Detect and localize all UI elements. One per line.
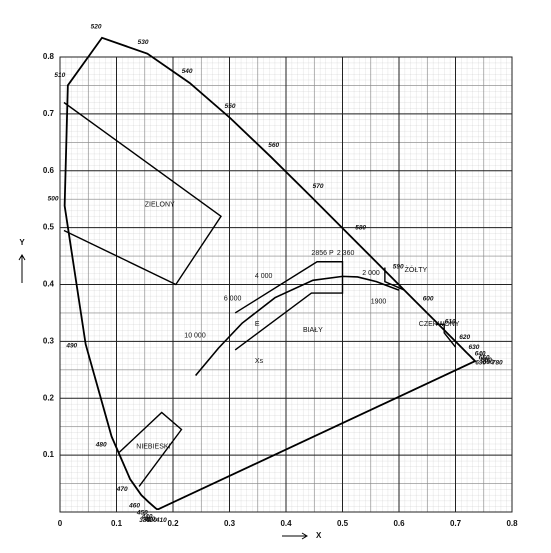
annotation: ŻÓŁTY xyxy=(405,265,428,274)
wavelength-label: 560 xyxy=(268,142,279,149)
wavelength-label: 570 xyxy=(313,183,324,190)
y-tick-label: 0.2 xyxy=(43,393,55,402)
color-region xyxy=(118,411,183,487)
wavelength-label: 510 xyxy=(54,72,65,79)
wavelength-label: 480 xyxy=(95,441,107,448)
wavelength-label: 630 xyxy=(468,344,479,351)
x-tick-label: 0.1 xyxy=(111,519,123,528)
y-tick-label: 0.1 xyxy=(43,450,55,459)
y-arrow xyxy=(18,254,26,283)
y-tick-label: 0.5 xyxy=(43,223,55,232)
wavelength-label: 550 xyxy=(225,103,236,110)
annotation: ZIELONY xyxy=(145,202,175,209)
wavelength-label: 620 xyxy=(459,334,470,341)
x-tick-label: 0.8 xyxy=(506,519,518,528)
color-region xyxy=(234,261,344,351)
wavelength-label: 690 - 780 xyxy=(475,360,503,367)
wavelength-label: 600 xyxy=(423,295,434,302)
annotation: 2856 P xyxy=(311,250,334,257)
x-tick-label: 0.2 xyxy=(167,519,179,528)
wavelength-label: 500 xyxy=(48,196,59,203)
annotation: 2 360 xyxy=(337,250,355,257)
wavelength-label: 530 xyxy=(138,39,149,46)
x-arrow xyxy=(282,532,308,540)
annotation: 6 000 xyxy=(224,296,242,303)
color-region xyxy=(384,267,405,291)
wavelength-label: 450 xyxy=(136,509,148,516)
y-tick-label: 0.7 xyxy=(43,109,55,118)
annotation: BIAŁY xyxy=(303,327,323,334)
wavelength-label: 650 xyxy=(479,354,490,361)
y-tick-label: 0.3 xyxy=(43,336,55,345)
planckian-locus xyxy=(194,275,400,377)
wavelength-label: 490 xyxy=(65,343,77,350)
x-tick-label: 0.5 xyxy=(337,519,349,528)
y-tick-label: 0.4 xyxy=(43,280,55,289)
y-axis-label: Y xyxy=(19,238,25,247)
plot-frame xyxy=(59,56,513,513)
y-tick-label: 0.6 xyxy=(43,166,55,175)
annotation: Xs xyxy=(255,358,264,365)
x-axis-label: X xyxy=(316,531,322,540)
x-tick-label: 0.7 xyxy=(450,519,462,528)
color-region xyxy=(63,101,222,286)
annotation: NIEBIESKI xyxy=(136,443,170,450)
x-tick-label: 0.6 xyxy=(393,519,405,528)
wavelength-label: 680 xyxy=(483,359,494,366)
wavelength-label: 540 xyxy=(182,68,193,75)
wavelength-label: 430 xyxy=(143,516,155,523)
wavelength-label: 660 xyxy=(481,357,492,364)
wavelength-label: 440 xyxy=(141,513,153,520)
color-region xyxy=(435,323,457,348)
annotation: 4 000 xyxy=(255,273,273,280)
wavelength-label: 420 xyxy=(145,517,157,524)
spectral-locus xyxy=(63,36,477,511)
wavelength-label: 470 xyxy=(116,486,128,493)
annotation: CZERWONY xyxy=(419,321,460,328)
x-tick-label: 0.4 xyxy=(280,519,292,528)
wavelength-label: 610 xyxy=(445,319,456,326)
x-tick-label: 0 xyxy=(58,519,63,528)
wavelength-label: 590 xyxy=(393,263,404,270)
wavelength-label: 640 xyxy=(475,350,486,357)
wavelength-label: 580 xyxy=(355,225,366,232)
annotation: 2 000 xyxy=(362,270,380,277)
wavelength-label: 520 xyxy=(91,24,102,31)
annotation: 10 000 xyxy=(184,333,206,340)
annotation: E xyxy=(255,321,260,328)
wavelength-label: 380 - 410 xyxy=(139,517,167,524)
x-tick-label: 0.3 xyxy=(224,519,236,528)
wavelength-label: 460 xyxy=(128,502,140,509)
annotation: 1900 xyxy=(371,298,387,305)
y-tick-label: 0.8 xyxy=(43,52,55,61)
